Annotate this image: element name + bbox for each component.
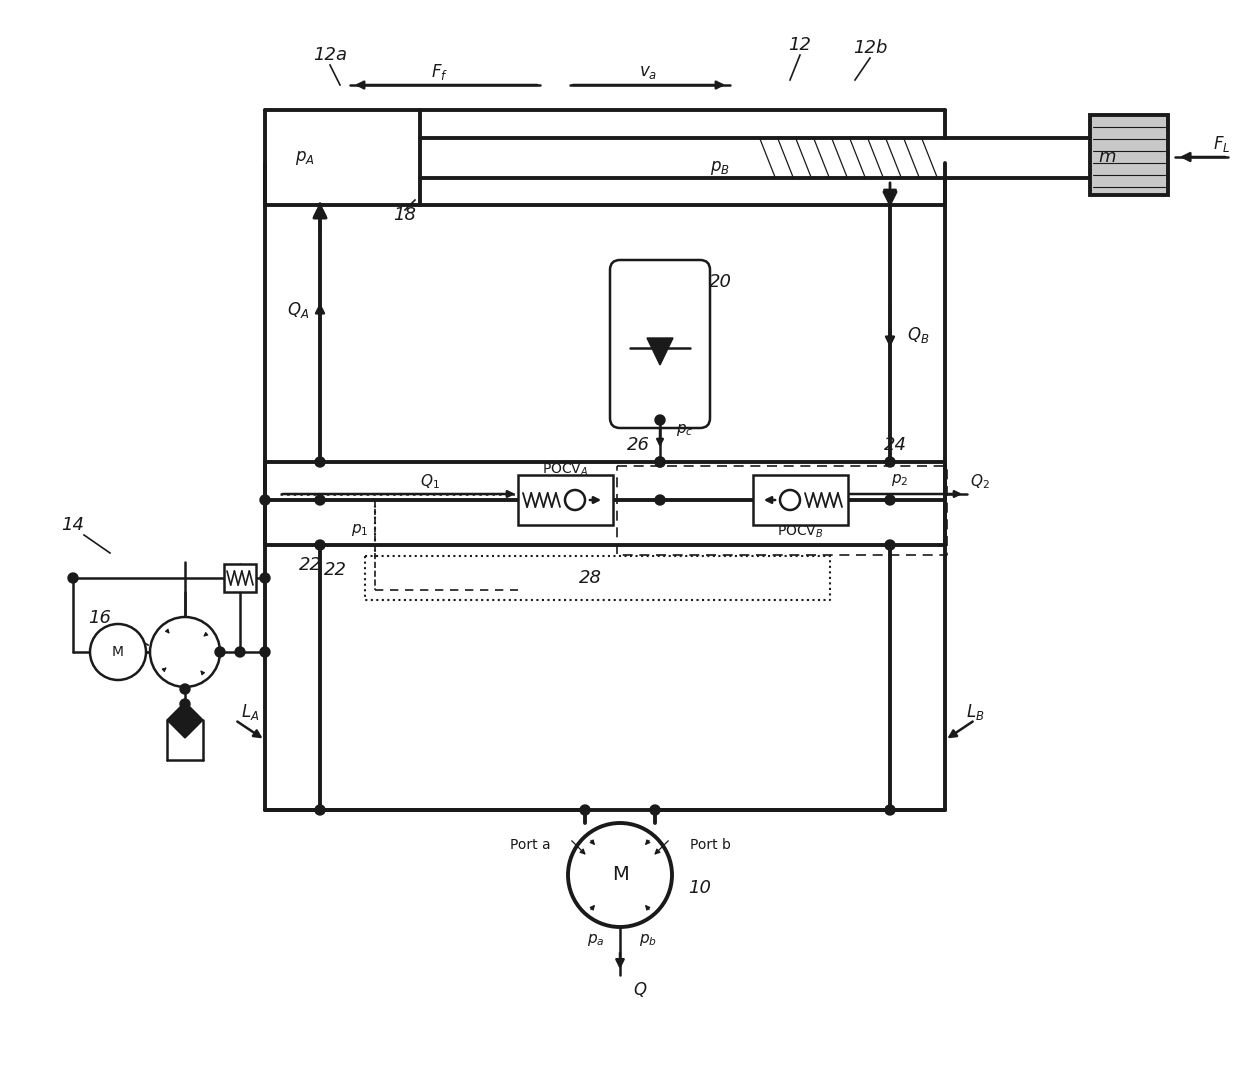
Text: POCV$_B$: POCV$_B$ (776, 524, 823, 540)
Circle shape (315, 805, 325, 815)
Text: 22: 22 (299, 556, 321, 574)
Text: M: M (611, 865, 629, 884)
Text: $F_L$: $F_L$ (1213, 134, 1230, 154)
Text: 12: 12 (789, 36, 811, 54)
Text: Q: Q (634, 981, 646, 999)
Text: Port a: Port a (510, 838, 551, 852)
Circle shape (655, 457, 665, 467)
Circle shape (150, 617, 219, 686)
Circle shape (655, 495, 665, 505)
Text: $p_1$: $p_1$ (351, 522, 368, 538)
Circle shape (260, 647, 270, 657)
Circle shape (885, 805, 895, 815)
Text: $F_f$: $F_f$ (432, 62, 449, 82)
Text: $p_b$: $p_b$ (639, 932, 657, 948)
Text: $p_c$: $p_c$ (676, 422, 693, 438)
Circle shape (180, 699, 190, 709)
Circle shape (655, 457, 665, 467)
Text: 20: 20 (708, 273, 732, 291)
Text: Port b: Port b (689, 838, 730, 852)
Text: M: M (112, 645, 124, 659)
Circle shape (215, 647, 224, 657)
Text: $p_A$: $p_A$ (295, 148, 315, 167)
Circle shape (885, 495, 895, 505)
Text: 12a: 12a (312, 46, 347, 63)
FancyBboxPatch shape (610, 260, 711, 428)
Circle shape (885, 540, 895, 550)
Text: 26: 26 (626, 436, 650, 454)
Text: 18: 18 (393, 206, 417, 224)
Bar (518, 475, 613, 525)
Circle shape (315, 457, 325, 467)
Text: $p_B$: $p_B$ (711, 159, 730, 176)
Text: $L_B$: $L_B$ (966, 702, 985, 722)
Circle shape (91, 624, 146, 680)
Bar (1090, 115, 1168, 195)
Bar (224, 564, 255, 592)
Text: $p_a$: $p_a$ (588, 932, 605, 948)
Text: 28: 28 (579, 569, 601, 587)
Polygon shape (167, 702, 203, 738)
Circle shape (650, 805, 660, 815)
Text: $L_A$: $L_A$ (241, 702, 259, 722)
Circle shape (180, 684, 190, 694)
Circle shape (580, 805, 590, 815)
Circle shape (780, 490, 800, 510)
Circle shape (68, 574, 78, 583)
Text: $Q_2$: $Q_2$ (970, 472, 990, 492)
Text: 16: 16 (88, 609, 112, 627)
Circle shape (565, 490, 585, 510)
Circle shape (885, 457, 895, 467)
Circle shape (655, 415, 665, 425)
Text: 22: 22 (324, 561, 346, 579)
Text: $m$: $m$ (1097, 148, 1116, 166)
Bar (753, 475, 848, 525)
Text: $Q_1$: $Q_1$ (420, 472, 440, 492)
Text: $Q_A$: $Q_A$ (286, 300, 309, 320)
Circle shape (260, 495, 270, 505)
Circle shape (260, 574, 270, 583)
Text: $Q_B$: $Q_B$ (906, 325, 929, 345)
Circle shape (568, 823, 672, 928)
Circle shape (315, 540, 325, 550)
Text: $p_2$: $p_2$ (892, 472, 909, 489)
Circle shape (236, 647, 246, 657)
Text: 12b: 12b (853, 39, 887, 57)
Text: 14: 14 (62, 516, 84, 534)
Circle shape (315, 495, 325, 505)
Polygon shape (647, 338, 673, 365)
Text: 24: 24 (883, 436, 906, 454)
Text: POCV$_A$: POCV$_A$ (542, 462, 588, 478)
Text: 10: 10 (688, 879, 712, 897)
Text: $v_a$: $v_a$ (639, 63, 657, 81)
